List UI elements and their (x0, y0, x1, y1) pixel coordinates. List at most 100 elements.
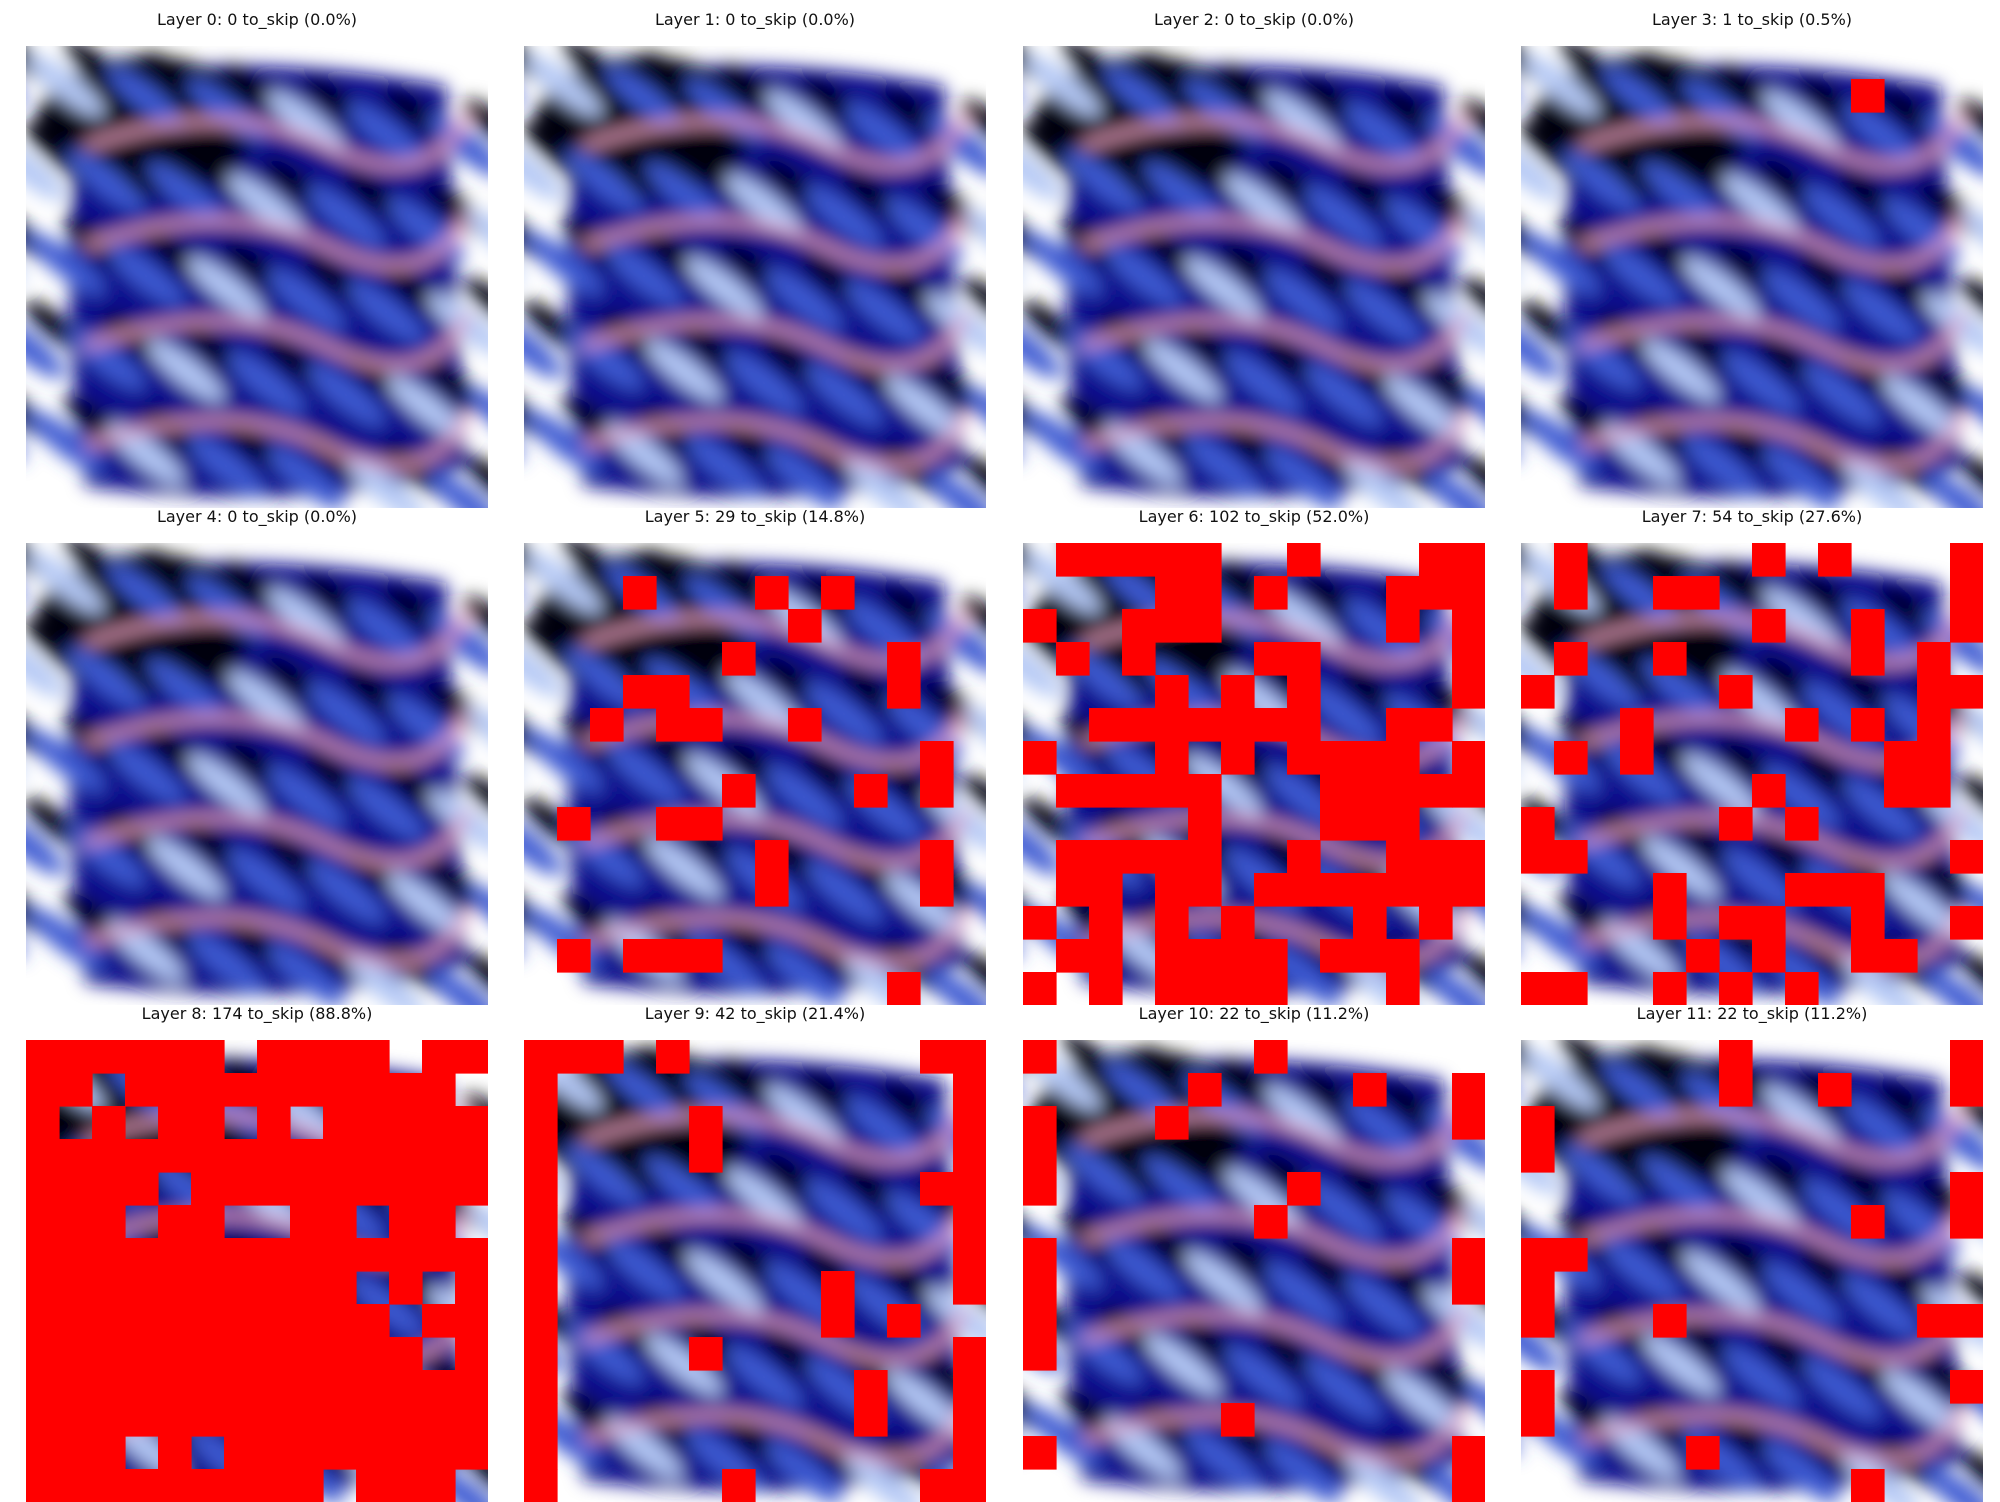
skipped-patch (59, 1271, 93, 1305)
skipped-patch (1719, 1073, 1753, 1107)
skipped-patch (1287, 675, 1321, 709)
skipped-patch (92, 1469, 126, 1502)
skipped-patch (1452, 576, 1485, 610)
skipped-patch (1023, 1040, 1057, 1074)
skipped-patch (656, 807, 690, 841)
skipped-patch (257, 1040, 291, 1074)
skipped-patch (1686, 576, 1720, 610)
skipped-patch (1023, 741, 1057, 775)
skipped-patch (689, 939, 723, 973)
skipped-patch (92, 1304, 126, 1338)
skipped-patch (953, 1172, 986, 1206)
skipped-patch (920, 1040, 954, 1074)
skipped-patch (290, 1403, 324, 1437)
skipped-patch (224, 1271, 258, 1305)
skipped-patch (953, 1073, 986, 1107)
skipped-patch (323, 1238, 357, 1272)
skipped-patch (455, 1040, 488, 1074)
skipped-patch (1719, 675, 1753, 709)
skipped-patch (1353, 906, 1387, 940)
skipped-patch (920, 840, 954, 874)
skipped-patch (1386, 741, 1420, 775)
skipped-patch (92, 1238, 126, 1272)
skipped-patch (59, 1073, 93, 1107)
skipped-patch (1554, 741, 1588, 775)
skipped-patch (125, 1337, 159, 1371)
layer-panel: Layer 5: 29 to_skip (14.8%) (524, 507, 986, 1005)
layer-panel: Layer 3: 1 to_skip (0.5%) (1521, 10, 1983, 508)
skipped-patch (1950, 840, 1983, 874)
panel-title: Layer 9: 42 to_skip (21.4%) (644, 1004, 866, 1023)
skipped-patch (1188, 708, 1222, 742)
skipped-patch (1719, 807, 1753, 841)
skipped-patch (257, 1172, 291, 1206)
skipped-patch (26, 1271, 60, 1305)
panel-title: Layer 4: 0 to_skip (0.0%) (156, 507, 358, 526)
skipped-patch (557, 1040, 591, 1074)
skipped-patch (191, 1337, 225, 1371)
skipped-patch (92, 1106, 126, 1140)
skipped-patch (524, 1403, 558, 1437)
skipped-patch (1452, 675, 1485, 709)
skipped-patch (1818, 1073, 1852, 1107)
skipped-patch (92, 1337, 126, 1371)
skipped-patch (1023, 1304, 1057, 1338)
skipped-patch (1221, 939, 1255, 973)
skipped-patch (656, 675, 690, 709)
skipped-patch (524, 1139, 558, 1173)
skipped-patch (1353, 774, 1387, 808)
layer-panel: Layer 10: 22 to_skip (11.2%) (1023, 1004, 1485, 1502)
fabric-texture (524, 1040, 986, 1502)
skipped-patch (356, 1040, 390, 1074)
skipped-patch (1452, 1469, 1485, 1502)
skipped-patch (125, 1139, 159, 1173)
skipped-patch (158, 1370, 192, 1404)
layer-panel: Layer 1: 0 to_skip (0.0%) (524, 10, 986, 508)
skipped-patch (59, 1172, 93, 1206)
skipped-patch (1155, 675, 1189, 709)
skipped-patch (788, 708, 822, 742)
skipped-patch (125, 1370, 159, 1404)
skipped-patch (389, 1172, 423, 1206)
skipped-patch (1452, 741, 1485, 775)
skipped-patch (455, 1139, 488, 1173)
skipped-patch (1155, 840, 1189, 874)
skipped-patch (1023, 972, 1057, 1005)
layer-image (524, 46, 986, 508)
skipped-patch (1287, 840, 1321, 874)
skipped-patch (290, 1304, 324, 1338)
skipped-patch (422, 1073, 456, 1107)
skipped-patch (257, 1304, 291, 1338)
skipped-patch (1320, 939, 1354, 973)
skipped-patch (1719, 1040, 1753, 1074)
skipped-patch (1089, 939, 1123, 973)
skipped-patch (623, 675, 657, 709)
skipped-patch (290, 1238, 324, 1272)
skipped-patch (356, 1370, 390, 1404)
skipped-patch (389, 1469, 423, 1502)
skipped-patch (257, 1073, 291, 1107)
skipped-patch (1950, 906, 1983, 940)
layer-panel: Layer 2: 0 to_skip (0.0%) (1023, 10, 1485, 508)
skipped-patch (1452, 840, 1485, 874)
skipped-patch (722, 1469, 756, 1502)
skipped-patch (1554, 972, 1588, 1005)
skipped-patch (1554, 576, 1588, 610)
skipped-patch (1122, 840, 1156, 874)
skipped-patch (1089, 543, 1123, 577)
skipped-patch (158, 1436, 192, 1470)
skipped-patch (257, 1337, 291, 1371)
skipped-patch (356, 1139, 390, 1173)
skipped-patch (1950, 609, 1983, 643)
skipped-patch (1452, 873, 1485, 907)
skipped-patch (323, 1205, 357, 1239)
skipped-patch (1386, 807, 1420, 841)
skipped-patch (323, 1403, 357, 1437)
skipped-patch (1023, 1139, 1057, 1173)
skipped-patch (158, 1469, 192, 1502)
panel-title: Layer 0: 0 to_skip (0.0%) (156, 10, 358, 29)
skipped-patch (1188, 774, 1222, 808)
skipped-patch (290, 1172, 324, 1206)
skipped-patch (455, 1403, 488, 1437)
skipped-patch (1188, 543, 1222, 577)
